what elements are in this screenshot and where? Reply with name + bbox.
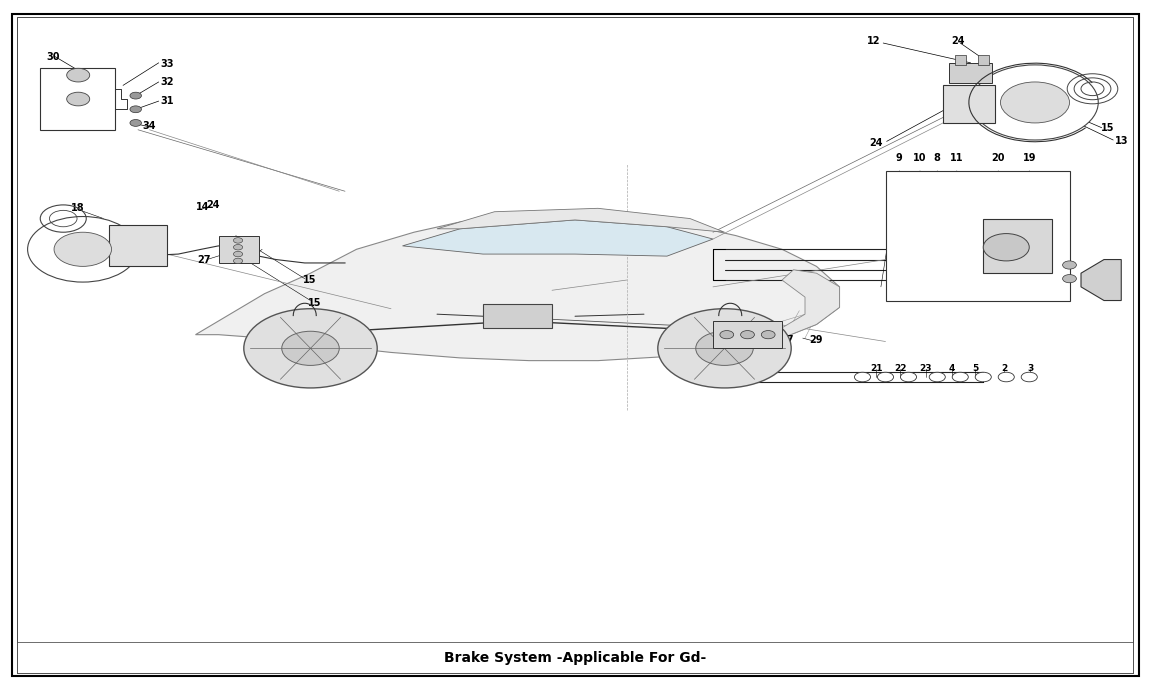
Circle shape xyxy=(658,309,791,388)
Bar xyxy=(949,63,992,83)
Circle shape xyxy=(998,372,1014,382)
Circle shape xyxy=(67,92,90,106)
Text: 32: 32 xyxy=(160,77,174,87)
Text: 3: 3 xyxy=(1027,364,1034,374)
Text: 5: 5 xyxy=(972,364,979,374)
Text: 25: 25 xyxy=(715,315,729,324)
Circle shape xyxy=(130,120,141,126)
Circle shape xyxy=(854,372,871,382)
Text: 33: 33 xyxy=(160,59,174,68)
Text: 19: 19 xyxy=(1022,154,1036,163)
Bar xyxy=(954,55,966,65)
Text: 26: 26 xyxy=(240,255,254,264)
Bar xyxy=(109,225,167,266)
Bar xyxy=(978,55,989,65)
Circle shape xyxy=(282,331,339,365)
Text: 18: 18 xyxy=(71,204,85,213)
Text: 15: 15 xyxy=(1101,124,1114,133)
Text: 16: 16 xyxy=(761,335,775,345)
Bar xyxy=(40,68,115,130)
Bar xyxy=(886,171,1070,301)
Bar xyxy=(713,321,782,348)
Circle shape xyxy=(130,92,141,99)
Circle shape xyxy=(972,65,1098,140)
Circle shape xyxy=(130,106,141,113)
Circle shape xyxy=(877,372,894,382)
Circle shape xyxy=(244,309,377,388)
Circle shape xyxy=(720,331,734,339)
Text: 9: 9 xyxy=(896,154,903,163)
Circle shape xyxy=(1000,82,1070,123)
Circle shape xyxy=(761,331,775,339)
Text: 14: 14 xyxy=(196,202,209,212)
Text: 15: 15 xyxy=(302,275,316,285)
Text: 21: 21 xyxy=(871,364,882,374)
Polygon shape xyxy=(196,215,839,361)
Text: 12: 12 xyxy=(867,36,881,46)
Text: 24: 24 xyxy=(869,139,883,148)
Text: 27: 27 xyxy=(197,255,210,264)
Text: 10: 10 xyxy=(913,154,927,163)
Text: 6: 6 xyxy=(940,224,946,234)
Circle shape xyxy=(233,245,243,250)
Text: 15: 15 xyxy=(308,298,322,307)
Text: 23: 23 xyxy=(920,364,932,374)
Polygon shape xyxy=(437,208,724,232)
Circle shape xyxy=(54,232,112,266)
Text: 24: 24 xyxy=(206,200,220,210)
Circle shape xyxy=(233,238,243,243)
Circle shape xyxy=(900,372,917,382)
Text: 7: 7 xyxy=(940,236,946,246)
Bar xyxy=(17,642,1133,673)
Circle shape xyxy=(696,331,753,365)
Text: 2: 2 xyxy=(1000,364,1007,374)
Bar xyxy=(983,219,1052,273)
Text: 30: 30 xyxy=(46,52,60,61)
Bar xyxy=(943,85,995,123)
Circle shape xyxy=(983,234,1029,261)
Text: 29: 29 xyxy=(810,335,823,345)
Text: 31: 31 xyxy=(160,96,174,106)
Text: 8: 8 xyxy=(934,154,941,163)
Circle shape xyxy=(1021,372,1037,382)
Text: 17: 17 xyxy=(781,335,795,345)
Text: 4: 4 xyxy=(949,364,956,374)
Circle shape xyxy=(233,251,243,257)
Text: 28: 28 xyxy=(221,255,235,264)
Text: 20: 20 xyxy=(991,154,1005,163)
Circle shape xyxy=(952,372,968,382)
Circle shape xyxy=(741,331,754,339)
Text: Brake System -Applicable For Gd-: Brake System -Applicable For Gd- xyxy=(444,651,706,665)
Circle shape xyxy=(1063,275,1076,283)
Circle shape xyxy=(67,68,90,82)
Circle shape xyxy=(975,372,991,382)
Bar xyxy=(483,304,552,328)
Text: 22: 22 xyxy=(895,364,906,374)
Bar xyxy=(218,236,259,263)
Circle shape xyxy=(929,372,945,382)
Text: 11: 11 xyxy=(950,154,964,163)
Text: 13: 13 xyxy=(1114,137,1128,146)
Polygon shape xyxy=(1081,260,1121,301)
Polygon shape xyxy=(736,270,840,348)
Circle shape xyxy=(233,258,243,264)
Circle shape xyxy=(1063,261,1076,269)
Text: 1: 1 xyxy=(940,186,946,196)
Polygon shape xyxy=(402,220,713,256)
Circle shape xyxy=(28,217,138,282)
Text: 34: 34 xyxy=(143,122,156,131)
Text: 24: 24 xyxy=(951,36,965,46)
